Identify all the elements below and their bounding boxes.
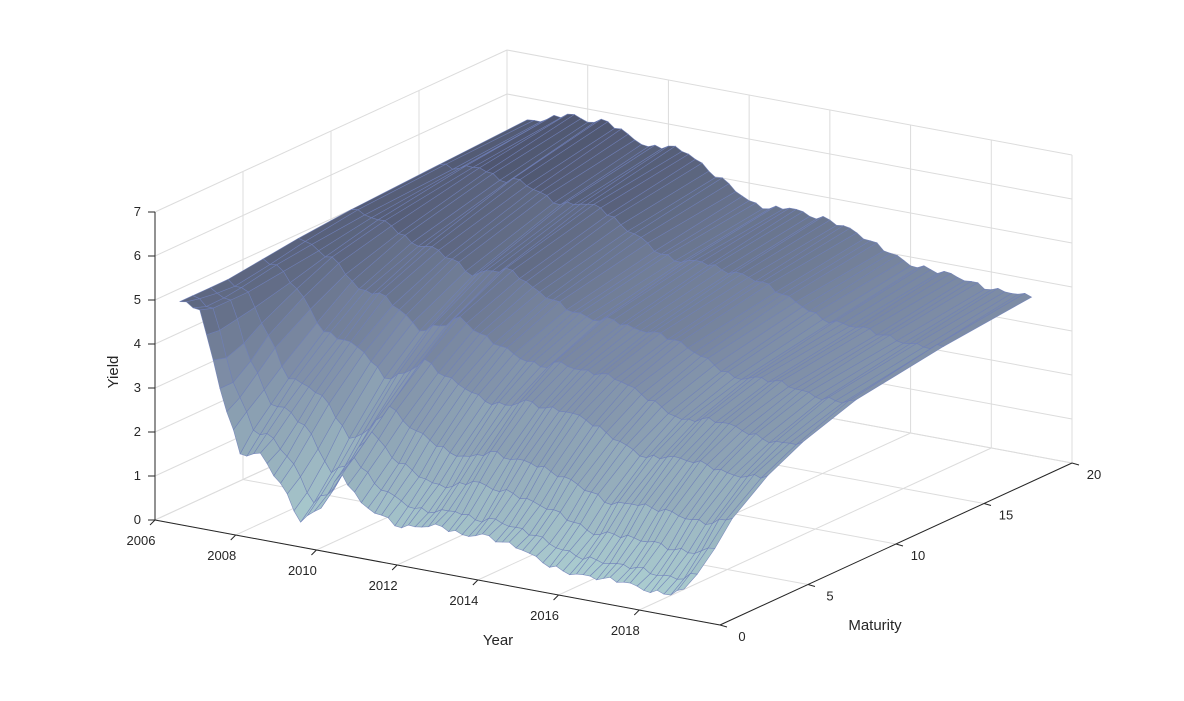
x-tick-label: 2006 [127,533,156,548]
x-tick-mark [311,549,317,556]
x-tick-label: 2018 [611,623,640,638]
tick-labels: 2006 2008 2010 2012 2014 2016 2018 0 5 10 15 20 0 1 2 3… [127,204,1102,644]
x-axis-label: Year [483,632,513,649]
surface-patch [179,295,201,303]
axis-lines [148,211,1080,628]
x-tick-label: 2016 [530,608,559,623]
y-tick-mark [807,584,816,587]
y-tick-label: 10 [911,548,925,563]
x-axis-line [154,519,721,626]
back-wall-gridline [506,49,1073,156]
y-tick-label: 5 [826,589,833,604]
y-tick-mark [983,503,992,506]
x-tick-label: 2008 [207,548,236,563]
x-tick-mark [553,594,559,601]
x-tick-label: 2010 [288,563,317,578]
x-tick-label: 2014 [449,593,478,608]
x-tick-label: 2012 [369,578,398,593]
x-tick-mark [472,579,479,586]
y-tick-mark [719,624,728,628]
x-tick-mark [149,519,156,526]
z-tick-label: 3 [134,380,141,395]
back-wall-gridline [506,93,1073,200]
z-tick-label: 6 [134,248,141,263]
side-wall-gridline [154,49,508,213]
z-tick-label: 7 [134,204,141,219]
z-tick-label: 1 [134,468,141,483]
y-tick-mark [1071,462,1080,466]
x-tick-mark [230,534,237,541]
z-axis-label: Yield [105,356,122,389]
side-wall-gridline [154,93,508,257]
y-tick-label: 15 [999,508,1013,523]
z-tick-label: 4 [134,336,141,351]
y-axis-label: Maturity [848,617,902,634]
y-tick-mark [895,543,904,547]
x-tick-mark [391,564,398,571]
y-tick-label: 20 [1087,467,1101,482]
y-tick-label: 0 [738,629,745,644]
z-tick-label: 2 [134,424,141,439]
z-tick-label: 5 [134,292,141,307]
z-tick-label: 0 [134,512,141,527]
yield-surface [179,113,1033,596]
x-tick-mark [633,609,640,616]
